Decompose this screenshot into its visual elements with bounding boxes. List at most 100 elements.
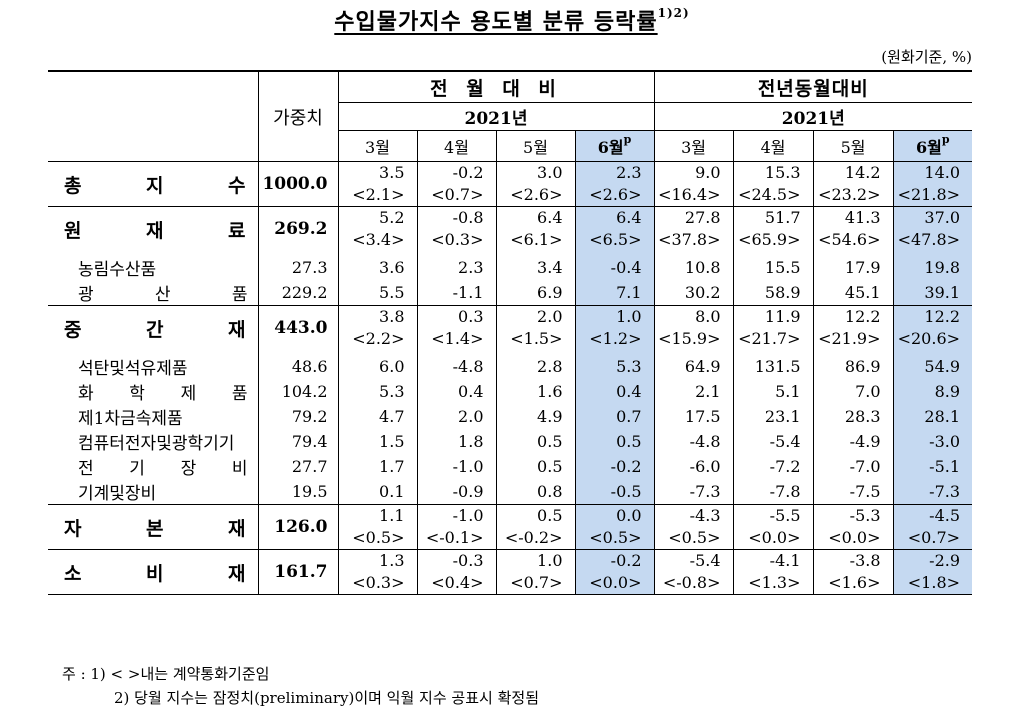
- value-cell: 17.9: [813, 255, 894, 280]
- value-cell: 0.5: [575, 429, 655, 454]
- value-cell: 131.5: [733, 354, 814, 379]
- contract-value-cell: <-0.1>: [417, 527, 497, 550]
- header-weight: 가중치: [258, 70, 339, 162]
- value-cell: -2.9: [893, 549, 973, 572]
- header-month: 3월: [338, 130, 418, 162]
- contract-value-cell: <0.3>: [338, 572, 418, 595]
- page-title: 수입물가지수 용도별 분류 등락률1)2): [0, 4, 1024, 36]
- value-cell: 58.9: [733, 280, 814, 306]
- contract-value-cell: <0.7>: [496, 572, 576, 595]
- value-cell: 37.0: [893, 206, 973, 229]
- contract-value-cell: <2.6>: [496, 184, 576, 207]
- value-cell: 2.3: [417, 255, 497, 280]
- table-row-contract: <0.3> <0.4> <0.7> <0.0> <-0.8> <1.3> <1.6> <1.8…: [48, 572, 973, 595]
- contract-value-cell: <0.0>: [575, 572, 655, 595]
- table-row-contract: <2.1> <0.7> <2.6> <2.6> <16.4> <24.5> <23.2> <2…: [48, 184, 973, 207]
- value-cell: 0.5: [496, 504, 576, 527]
- contract-value-cell: <1.2>: [575, 328, 655, 350]
- month-label: 5월: [840, 138, 866, 157]
- value-cell: -0.2: [417, 161, 497, 184]
- contract-value-cell: <37.8>: [654, 229, 734, 251]
- value-cell: 15.5: [733, 255, 814, 280]
- value-cell: -0.3: [417, 549, 497, 572]
- category-label: 소 비 재: [48, 549, 259, 595]
- value-cell: 15.3: [733, 161, 814, 184]
- sub-row: 전 기 장 비 27.7 1.7 -1.0 0.5 -0.2 -6.0 -7.2 -7.0 -5.…: [48, 454, 973, 479]
- value-cell: 51.7: [733, 206, 814, 229]
- value-cell: -1.0: [417, 454, 497, 479]
- contract-value-cell: <16.4>: [654, 184, 734, 207]
- header-year-yoy: 2021년: [654, 102, 973, 131]
- value-cell: 8.9: [893, 379, 973, 404]
- header-category: [48, 70, 259, 162]
- contract-value-cell: <2.1>: [338, 184, 418, 207]
- category-weight: 126.0: [258, 504, 339, 550]
- contract-value-cell: <0.3>: [417, 229, 497, 251]
- month-label: 6월: [915, 138, 942, 157]
- value-cell: 1.6: [496, 379, 576, 404]
- value-cell: 17.5: [654, 404, 734, 429]
- contract-value-cell: <-0.8>: [654, 572, 734, 595]
- contract-value-cell: <65.9>: [733, 229, 814, 251]
- value-cell: 14.2: [813, 161, 894, 184]
- header-month: 4월: [733, 130, 814, 162]
- contract-value-cell: <1.6>: [813, 572, 894, 595]
- value-cell: -7.8: [733, 479, 814, 505]
- note-1: 주 : 1) < >내는 계약통화기준임: [62, 665, 270, 683]
- contract-value-cell: <-0.2>: [496, 527, 576, 550]
- value-cell: 6.0: [338, 354, 418, 379]
- value-cell: 64.9: [654, 354, 734, 379]
- title-footnote-mark: 1)2): [657, 6, 690, 20]
- value-cell: 0.1: [338, 479, 418, 505]
- contract-value-cell: <1.3>: [733, 572, 814, 595]
- value-cell: 5.1: [733, 379, 814, 404]
- month-label: 6월: [597, 138, 624, 157]
- contract-value-cell: <6.5>: [575, 229, 655, 251]
- value-cell: 0.8: [496, 479, 576, 505]
- value-cell: 2.1: [654, 379, 734, 404]
- value-cell: -5.4: [733, 429, 814, 454]
- sub-row: 농림수산품 27.3 3.6 2.3 3.4 -0.4 10.8 15.5 17.9 19.8: [48, 255, 973, 280]
- value-cell: 30.2: [654, 280, 734, 306]
- value-cell: -1.1: [417, 280, 497, 306]
- value-cell: -7.2: [733, 454, 814, 479]
- header-month: 6월p: [893, 130, 973, 162]
- contract-value-cell: <15.9>: [654, 328, 734, 350]
- value-cell: 2.0: [417, 404, 497, 429]
- contract-value-cell: <0.5>: [338, 527, 418, 550]
- table-header: 가중치 전 월 대 비 전년동월대비 2021년 2021년 3월 4월 5월 6월p 3월 4월 5…: [48, 70, 973, 162]
- sub-weight: 48.6: [258, 354, 339, 379]
- value-cell: 1.5: [338, 429, 418, 454]
- value-cell: -4.1: [733, 549, 814, 572]
- value-cell: 0.0: [575, 504, 655, 527]
- contract-value-cell: <23.2>: [813, 184, 894, 207]
- table-row: 원 재 료 269.2 5.2 -0.8 6.4 6.4 27.8 51.7 41.3 37.0: [48, 206, 973, 251]
- value-cell: 4.7: [338, 404, 418, 429]
- category-weight: 269.2: [258, 206, 339, 251]
- value-cell: 3.4: [496, 255, 576, 280]
- table-body: 총 지 수 1000.0 3.5 -0.2 3.0 2.3 9.0 15.3 14.2 14.0 <…: [48, 161, 973, 595]
- contract-value-cell: <6.1>: [496, 229, 576, 251]
- contract-value-cell: <0.0>: [733, 527, 814, 550]
- value-cell: 12.2: [813, 305, 894, 328]
- sub-weight: 27.3: [258, 255, 339, 280]
- value-cell: 12.2: [893, 305, 973, 328]
- table-row-contract: <2.2> <1.4> <1.5> <1.2> <15.9> <21.7> <21.9> <2…: [48, 328, 973, 350]
- month-label: 4월: [760, 138, 786, 157]
- value-cell: 1.7: [338, 454, 418, 479]
- header-mom: 전 월 대 비: [338, 70, 655, 103]
- value-cell: -4.5: [893, 504, 973, 527]
- value-cell: 41.3: [813, 206, 894, 229]
- contract-value-cell: <0.5>: [575, 527, 655, 550]
- table-row-contract: <3.4> <0.3> <6.1> <6.5> <37.8> <65.9> <54.6> <4…: [48, 229, 973, 251]
- value-cell: 1.0: [575, 305, 655, 328]
- contract-value-cell: <1.8>: [893, 572, 973, 595]
- value-cell: 0.5: [496, 429, 576, 454]
- value-cell: 39.1: [893, 280, 973, 306]
- contract-value-cell: <21.9>: [813, 328, 894, 350]
- value-cell: -5.1: [893, 454, 973, 479]
- prelim-mark: p: [941, 133, 950, 146]
- value-cell: 1.3: [338, 549, 418, 572]
- sub-weight: 229.2: [258, 280, 339, 306]
- header-yoy: 전년동월대비: [654, 70, 973, 103]
